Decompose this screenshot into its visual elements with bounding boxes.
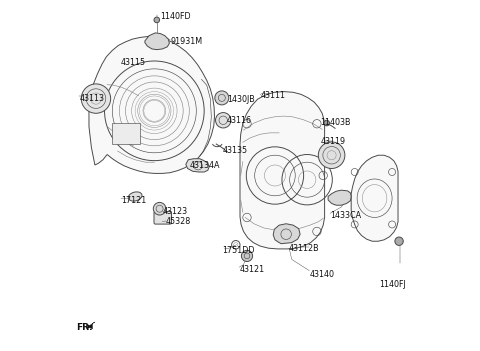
Text: 43116: 43116 [227, 116, 252, 125]
Polygon shape [112, 123, 140, 144]
Text: 43121: 43121 [240, 265, 264, 274]
Circle shape [215, 91, 229, 105]
Text: 1430JB: 1430JB [227, 95, 254, 104]
Polygon shape [351, 155, 398, 241]
Polygon shape [87, 322, 95, 329]
Circle shape [81, 84, 111, 113]
Polygon shape [186, 159, 209, 172]
Text: 43111: 43111 [260, 91, 285, 100]
Polygon shape [328, 190, 351, 205]
Text: 17121: 17121 [121, 196, 146, 205]
Text: 43140: 43140 [309, 270, 334, 279]
Polygon shape [89, 37, 215, 173]
Polygon shape [273, 224, 300, 244]
Text: 1433CA: 1433CA [330, 211, 361, 220]
Polygon shape [240, 92, 324, 249]
Text: 1140FJ: 1140FJ [379, 280, 406, 289]
Ellipse shape [128, 192, 142, 201]
Text: 11403B: 11403B [320, 118, 350, 127]
Text: FR.: FR. [76, 323, 93, 332]
Text: 1140FD: 1140FD [160, 12, 191, 21]
Circle shape [216, 113, 231, 128]
Text: 91931M: 91931M [170, 38, 202, 46]
Text: 43115: 43115 [120, 58, 145, 67]
Text: 43119: 43119 [321, 137, 346, 146]
Text: 43112B: 43112B [288, 244, 319, 253]
Circle shape [318, 142, 345, 168]
Text: 43123: 43123 [163, 207, 188, 216]
Text: 1751DD: 1751DD [223, 246, 255, 255]
Text: 43113: 43113 [79, 94, 104, 103]
Circle shape [395, 237, 403, 245]
Polygon shape [145, 33, 169, 49]
Circle shape [324, 120, 329, 126]
FancyBboxPatch shape [154, 212, 171, 224]
Circle shape [154, 17, 159, 23]
Text: 43135: 43135 [223, 146, 248, 155]
Circle shape [241, 250, 252, 261]
Text: 45328: 45328 [166, 217, 191, 226]
Circle shape [153, 203, 166, 215]
Text: 43134A: 43134A [189, 160, 220, 170]
